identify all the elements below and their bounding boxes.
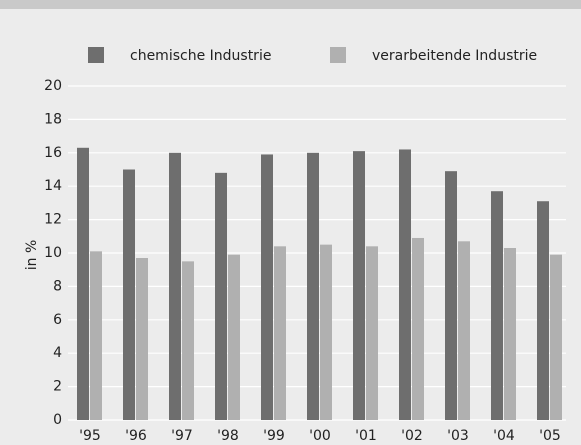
x-tick-label: '98 [217, 428, 239, 444]
legend-label: verarbeitende Industrie [372, 48, 537, 64]
bar [215, 172, 227, 420]
legend-swatch [88, 47, 104, 63]
bar [261, 154, 273, 420]
y-tick-label: 8 [53, 278, 62, 294]
bar [504, 247, 516, 420]
bar [399, 149, 411, 420]
y-tick-label: 18 [44, 111, 62, 127]
bar [445, 171, 457, 420]
x-tick-label: '97 [171, 428, 193, 444]
y-tick-label: 16 [44, 145, 62, 161]
x-tick-label: '03 [447, 428, 469, 444]
bar [458, 241, 470, 420]
legend-label: chemische Industrie [130, 48, 271, 64]
y-tick-label: 4 [53, 345, 62, 361]
x-tick-label: '02 [401, 428, 423, 444]
bar [320, 244, 332, 420]
bar [412, 237, 424, 420]
bar [182, 261, 194, 420]
bar [491, 191, 503, 420]
y-tick-label: 6 [53, 312, 62, 328]
x-tick-label: '95 [79, 428, 101, 444]
x-tick-label: '01 [355, 428, 377, 444]
bar [123, 169, 135, 420]
y-tick-label: 2 [53, 379, 62, 395]
y-tick-label: 0 [53, 412, 62, 428]
bar [366, 246, 378, 420]
bar [307, 152, 319, 421]
bar [169, 152, 181, 421]
bar [228, 254, 240, 420]
x-tick-label: '99 [263, 428, 285, 444]
y-axis-label: in % [24, 240, 40, 271]
bar [274, 246, 286, 420]
bar [550, 254, 562, 420]
y-tick-label: 14 [44, 178, 62, 194]
bar [136, 258, 148, 420]
y-tick-label: 10 [44, 245, 62, 261]
bar [77, 147, 89, 421]
y-tick-label: 12 [44, 212, 62, 228]
top-band [0, 0, 581, 9]
x-tick-label: '04 [493, 428, 515, 444]
x-tick-label: '96 [125, 428, 147, 444]
bar [90, 251, 102, 420]
x-tick-label: '00 [309, 428, 331, 444]
bar [537, 201, 549, 420]
legend-swatch [330, 47, 346, 63]
y-tick-label: 20 [44, 78, 62, 94]
x-tick-label: '05 [539, 428, 561, 444]
bar [353, 151, 365, 420]
